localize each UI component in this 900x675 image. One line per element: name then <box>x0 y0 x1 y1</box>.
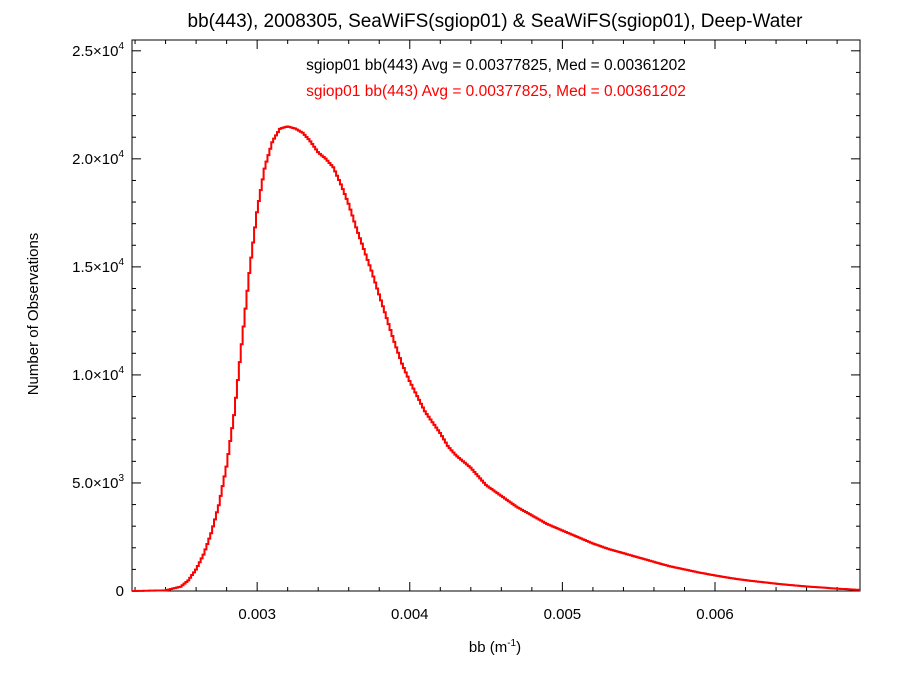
histogram-series-2 <box>132 125 860 592</box>
y-tick-label: 2.5×104 <box>72 41 124 60</box>
legend-entry-1: sgiop01 bb(443) Avg = 0.00377825, Med = … <box>306 57 686 74</box>
plot-frame <box>131 39 861 592</box>
plot-border <box>131 39 861 592</box>
y-tick-label: 1.0×104 <box>72 365 124 384</box>
x-axis-label: bb (m-1) <box>469 638 521 656</box>
y-tick-label: 2.0×104 <box>72 149 124 168</box>
chart-title: bb(443), 2008305, SeaWiFS(sgiop01) & Sea… <box>188 11 804 32</box>
x-tick-label: 0.006 <box>696 606 734 623</box>
y-axis-label: Number of Observations <box>25 233 42 396</box>
x-tick-label: 0.004 <box>391 606 429 623</box>
y-tick-label: 5.0×103 <box>72 473 124 492</box>
y-axis-ticks: 0 5.0×103 1.0×104 1.5×104 2.0×104 2.5×104 <box>72 41 860 600</box>
legend-entry-2: sgiop01 bb(443) Avg = 0.00377825, Med = … <box>306 83 686 100</box>
series-layer <box>132 125 860 592</box>
x-tick-label: 0.003 <box>238 606 276 623</box>
x-axis-ticks: 0.003 0.004 0.005 0.006 <box>134 40 838 623</box>
y-tick-label: 0 <box>116 583 124 600</box>
x-tick-label: 0.005 <box>544 606 582 623</box>
y-tick-label: 1.5×104 <box>72 257 124 276</box>
